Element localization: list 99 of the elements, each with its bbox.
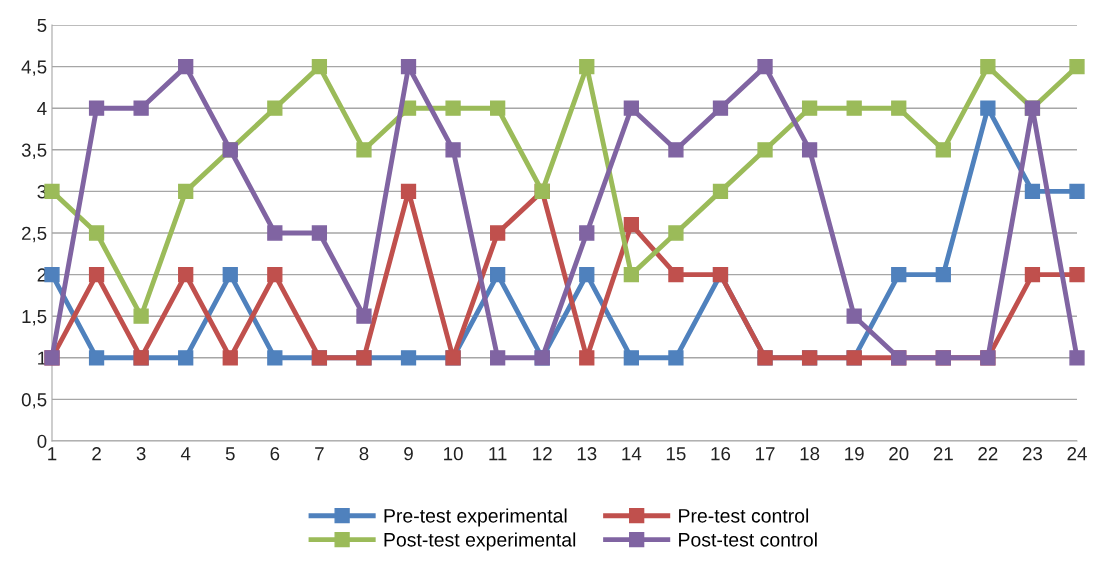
y-tick-label: 4 (37, 102, 47, 115)
x-tick-label: 24 (1067, 447, 1087, 461)
point (88, 225, 105, 241)
point (668, 350, 684, 366)
x-tick-label: 11 (489, 447, 507, 461)
x-tick-label: 20 (889, 447, 909, 461)
point (311, 225, 328, 241)
point (88, 100, 105, 116)
point (178, 183, 194, 200)
x-tick-label: 12 (533, 447, 552, 461)
point (490, 266, 506, 283)
point (712, 100, 729, 116)
point (267, 266, 283, 283)
point (980, 58, 996, 75)
legend-label: Pre-test experimental (384, 508, 567, 527)
point (1024, 183, 1041, 200)
point (400, 58, 417, 75)
point (178, 58, 194, 75)
y-tick-label: 5 (37, 18, 47, 32)
x-tick-label: 10 (444, 447, 463, 461)
y-tick-label: 0,5 (21, 393, 47, 409)
point (267, 100, 283, 116)
point (44, 266, 60, 283)
point (400, 350, 417, 366)
point (490, 350, 506, 366)
point (801, 142, 818, 158)
point (356, 142, 372, 158)
point (1069, 266, 1085, 283)
point (623, 100, 639, 116)
point (1069, 58, 1085, 75)
x-tick-label: 3 (136, 447, 146, 461)
x-tick-label: 15 (666, 447, 686, 461)
point (88, 350, 105, 366)
point (757, 142, 773, 158)
x-tick-label: 19 (845, 447, 864, 461)
point (445, 142, 461, 158)
x-tick-label: 17 (756, 447, 775, 461)
point (980, 100, 996, 116)
point (623, 217, 639, 233)
point (44, 183, 60, 200)
y-tick-label: 2,5 (22, 226, 47, 243)
point (445, 100, 461, 116)
point (356, 308, 372, 324)
point (668, 142, 684, 158)
point (623, 350, 639, 366)
point (133, 100, 149, 116)
point (579, 266, 595, 283)
point (267, 225, 283, 241)
point (1069, 183, 1085, 200)
point (133, 308, 149, 324)
point (490, 225, 506, 241)
point (801, 100, 818, 116)
x-tick-label: 9 (404, 447, 413, 461)
point (579, 58, 595, 75)
x-tick-label: 2 (92, 447, 101, 461)
point (935, 266, 951, 283)
y-tick-label: 1,5 (22, 310, 47, 326)
point (579, 350, 595, 366)
point (88, 266, 105, 283)
x-tick-label: 23 (1022, 447, 1043, 461)
legend-label: Post-test experimental (384, 532, 576, 551)
point (311, 58, 328, 75)
point (490, 100, 506, 116)
legend-label: Post-test control (679, 532, 817, 547)
y-tick-label: 3,5 (21, 143, 47, 159)
point (846, 100, 862, 116)
point (222, 266, 238, 283)
point (267, 350, 283, 366)
point (178, 266, 194, 283)
point (891, 100, 907, 116)
point (623, 266, 639, 283)
point (757, 58, 773, 75)
x-tick-label: 13 (577, 447, 597, 461)
x-tick-label: 22 (978, 447, 998, 461)
x-tick-label: 14 (622, 447, 642, 461)
x-tick-label: 21 (933, 447, 953, 461)
point (178, 350, 194, 366)
point (846, 308, 862, 324)
point (891, 266, 907, 283)
point (1069, 350, 1085, 366)
y-tick-label: 4,5 (21, 60, 47, 76)
x-tick-label: 7 (315, 447, 324, 461)
point (222, 350, 238, 366)
x-tick-label: 6 (270, 447, 280, 461)
x-tick-label: 16 (711, 447, 731, 461)
point (579, 225, 595, 241)
x-tick-label: 4 (180, 447, 191, 461)
x-tick-label: 18 (800, 447, 820, 461)
point (400, 183, 417, 200)
x-tick-label: 5 (225, 447, 235, 461)
x-tick-label: 1 (48, 447, 57, 461)
point (935, 142, 951, 158)
y-tick-label: 0 (37, 434, 47, 448)
point (712, 183, 729, 200)
point (1024, 266, 1041, 283)
point (668, 266, 684, 283)
x-tick-label: 8 (359, 447, 369, 461)
legend-label: Pre-test control (679, 508, 809, 523)
point (668, 225, 684, 241)
